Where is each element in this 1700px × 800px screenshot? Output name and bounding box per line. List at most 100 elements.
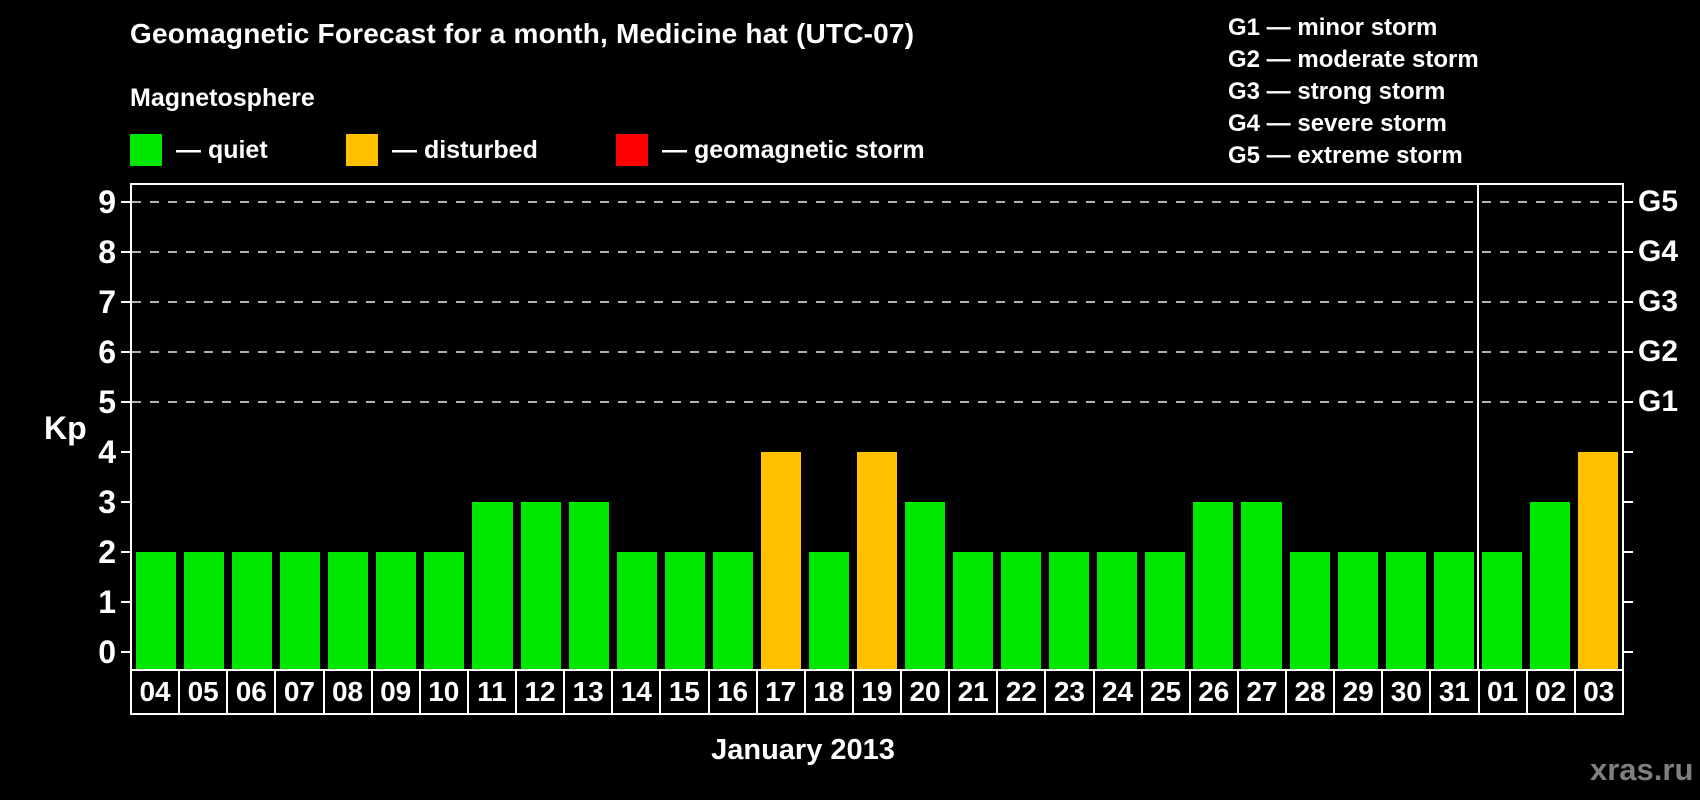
y-tick-label-6: 6 — [98, 334, 116, 370]
day-cell-28: 28 — [1285, 669, 1336, 715]
kp-bar-day-03 — [1577, 452, 1618, 669]
kp-bar-day-05 — [184, 552, 225, 669]
day-cell-08: 08 — [322, 669, 373, 715]
g-legend-line-g2: G2 — moderate storm — [1228, 46, 1479, 73]
kp-bar-day-09 — [376, 552, 417, 669]
day-cell-03: 03 — [1573, 669, 1624, 715]
gridline-kp-6 — [132, 351, 1622, 353]
y-tick-right-3 — [1624, 501, 1633, 503]
day-cell-04: 04 — [130, 669, 181, 715]
kp-bar-day-14 — [616, 552, 657, 669]
day-cell-05: 05 — [178, 669, 229, 715]
kp-bar-day-17 — [760, 452, 801, 669]
legend-swatch-storm — [616, 134, 648, 166]
kp-bar-day-16 — [712, 552, 753, 669]
y-tick-label-9: 9 — [98, 184, 116, 220]
y-tick-label-8: 8 — [98, 234, 116, 270]
y-tick-left-3 — [121, 501, 130, 503]
y-tick-right-1 — [1624, 601, 1633, 603]
y-tick-left-1 — [121, 601, 130, 603]
g-scale-legend: G1 — minor storm G2 — moderate storm G3 … — [1228, 12, 1479, 172]
kp-bar-day-10 — [424, 552, 465, 669]
y-tick-left-0 — [121, 651, 130, 653]
gridline-kp-8 — [132, 251, 1622, 253]
kp-bar-day-13 — [568, 502, 609, 669]
kp-bar-day-22 — [1001, 552, 1042, 669]
kp-bar-day-06 — [232, 552, 273, 669]
y-tick-right-5 — [1624, 401, 1633, 403]
y-tick-right-6 — [1624, 351, 1633, 353]
day-cell-24: 24 — [1092, 669, 1143, 715]
day-cell-10: 10 — [418, 669, 469, 715]
y-tick-left-5 — [121, 401, 130, 403]
y-tick-label-7: 7 — [98, 284, 116, 320]
g-legend-line-g3: G3 — strong storm — [1228, 78, 1446, 105]
kp-bar-day-19 — [856, 452, 898, 669]
kp-bar-day-24 — [1097, 552, 1138, 669]
gridline-kp-5 — [132, 401, 1622, 403]
day-cell-07: 07 — [274, 669, 325, 715]
day-cell-06: 06 — [226, 669, 277, 715]
day-cell-31: 31 — [1429, 669, 1480, 715]
y-tick-label-2: 2 — [98, 534, 116, 570]
chart-title: Geomagnetic Forecast for a month, Medici… — [130, 18, 915, 49]
day-cell-18: 18 — [803, 669, 854, 715]
y-tick-label-1: 1 — [98, 584, 116, 620]
y-tick-left-6 — [121, 351, 130, 353]
x-axis-day-row: 04 05 06 07 08 09 10 11 12 13 14 15 16 17 18 19 20 21 22 23… — [130, 669, 1624, 715]
watermark: xras.ru — [1590, 752, 1694, 787]
kp-bar-day-07 — [280, 552, 321, 669]
y-tick-right-9 — [1624, 201, 1633, 203]
g-legend-line-g4: G4 — severe storm — [1228, 110, 1447, 137]
day-cell-09: 09 — [370, 669, 421, 715]
kp-bar-day-21 — [953, 552, 994, 669]
y-tick-right-0 — [1624, 651, 1633, 653]
month-separator-line — [1476, 185, 1479, 669]
kp-bar-day-15 — [664, 552, 705, 669]
day-cell-30: 30 — [1381, 669, 1432, 715]
y-axis-label: Kp — [44, 410, 87, 446]
y-tick-label-0: 0 — [98, 634, 116, 670]
kp-bar-day-12 — [520, 502, 561, 669]
day-cell-19: 19 — [851, 669, 902, 715]
day-cell-29: 29 — [1333, 669, 1384, 715]
day-cell-12: 12 — [515, 669, 566, 715]
day-cell-26: 26 — [1188, 669, 1239, 715]
y-tick-label-5: 5 — [98, 384, 116, 420]
day-cell-02: 02 — [1525, 669, 1576, 715]
gridline-kp-7 — [132, 301, 1622, 303]
day-cell-14: 14 — [611, 669, 662, 715]
day-cell-25: 25 — [1140, 669, 1191, 715]
legend-label-disturbed: — disturbed — [392, 136, 538, 164]
legend-swatch-disturbed — [346, 134, 378, 166]
kp-bar-day-27 — [1241, 502, 1282, 669]
kp-bar-day-01 — [1481, 552, 1522, 669]
kp-bar-day-31 — [1433, 552, 1474, 669]
g-axis-label-G3: G3 — [1638, 285, 1679, 318]
day-cell-22: 22 — [996, 669, 1047, 715]
kp-bar-day-23 — [1049, 552, 1090, 669]
y-tick-right-4 — [1624, 451, 1633, 453]
plot-area — [121, 183, 1633, 669]
y-tick-right-7 — [1624, 301, 1633, 303]
g-legend-line-g1: G1 — minor storm — [1228, 14, 1438, 41]
legend-label-quiet: — quiet — [176, 136, 268, 164]
g-axis-label-G1: G1 — [1638, 385, 1679, 418]
y-tick-left-4 — [121, 451, 130, 453]
kp-bar-day-30 — [1385, 552, 1426, 669]
y-tick-left-9 — [121, 201, 130, 203]
day-cell-27: 27 — [1236, 669, 1287, 715]
day-cell-20: 20 — [900, 669, 951, 715]
kp-bar-day-04 — [136, 552, 177, 669]
kp-bar-day-25 — [1145, 552, 1186, 669]
y-tick-left-8 — [121, 251, 130, 253]
day-cell-16: 16 — [707, 669, 758, 715]
day-cell-11: 11 — [466, 669, 517, 715]
day-cell-23: 23 — [1044, 669, 1095, 715]
kp-bar-day-26 — [1193, 502, 1234, 669]
x-axis-label: January 2013 — [711, 734, 895, 766]
kp-bar-day-18 — [808, 552, 849, 669]
kp-bar-day-28 — [1289, 552, 1330, 669]
kp-bar-day-11 — [472, 502, 513, 669]
y-tick-label-3: 3 — [98, 484, 116, 520]
